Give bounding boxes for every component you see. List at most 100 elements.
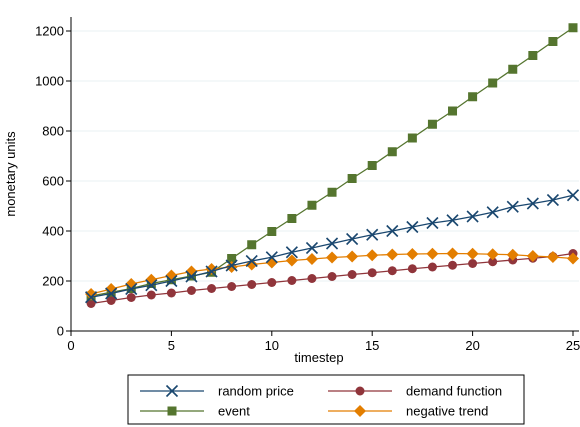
point-negative-trend-23: [526, 250, 539, 262]
point-negative-trend-22: [506, 248, 519, 261]
x-tick-label-15: 15: [365, 338, 379, 353]
point-event-21: [488, 78, 498, 88]
point-random-price-22: [506, 200, 519, 213]
point-negative-trend-24: [546, 251, 559, 263]
point-random-price-18: [426, 216, 439, 230]
y-tick-label-600: 600: [42, 174, 64, 189]
legend-marker-random-price: [165, 384, 179, 398]
point-negative-trend-13: [326, 251, 339, 264]
point-event-24: [548, 37, 558, 46]
point-negative-trend-25: [567, 252, 579, 265]
point-demand-function-12: [307, 274, 317, 283]
point-random-price-4: [145, 279, 158, 292]
point-event-20: [468, 92, 478, 102]
legend-label-demand-function: demand function: [406, 384, 502, 399]
point-random-price-11: [285, 246, 298, 259]
point-random-price-8: [225, 259, 238, 272]
point-negative-trend-21: [486, 248, 499, 261]
x-tick-label-0: 0: [67, 338, 74, 353]
point-event-10: [267, 227, 277, 236]
point-demand-function-13: [327, 272, 337, 281]
y-tick-label-800: 800: [42, 124, 64, 139]
legend-item-random-price: random price: [140, 384, 294, 399]
point-negative-trend-8: [225, 261, 238, 273]
x-tick-label-20: 20: [465, 338, 479, 353]
point-random-price-23: [526, 197, 539, 210]
legend-marker-event: [167, 406, 177, 416]
x-axis-title: timestep: [294, 350, 343, 365]
legend-item-negative-trend: negative trend: [328, 404, 488, 419]
y-axis-title: monetary units: [3, 131, 18, 217]
y-tick-label-0: 0: [57, 324, 64, 339]
point-random-price-19: [446, 214, 459, 227]
point-random-price-16: [386, 224, 399, 238]
point-negative-trend-12: [305, 253, 318, 265]
y-tick-label-200: 200: [42, 274, 64, 289]
point-event-11: [287, 214, 297, 223]
point-negative-trend-16: [386, 248, 399, 261]
point-random-price-25: [566, 189, 580, 202]
point-demand-function-2: [106, 296, 116, 305]
axes-layer: 0 200 400 600 800 1000 1200 0 5 10 15 20 25 timestep m…: [3, 17, 580, 365]
point-demand-function-16: [387, 266, 397, 276]
point-demand-function-3: [126, 293, 136, 302]
legend-marker-negative-trend: [354, 405, 366, 417]
point-negative-trend-15: [366, 249, 379, 262]
point-demand-function-19: [448, 260, 458, 270]
point-demand-function-4: [146, 290, 156, 300]
point-random-price-10: [265, 251, 278, 264]
point-random-price-21: [486, 206, 499, 219]
point-negative-trend-18: [426, 247, 439, 260]
point-event-23: [528, 51, 538, 60]
point-demand-function-9: [247, 280, 257, 289]
point-event-9: [247, 240, 257, 250]
point-event-18: [427, 119, 437, 129]
point-negative-trend-11: [285, 254, 298, 267]
point-demand-function-5: [166, 288, 176, 298]
x-tick-label-25: 25: [566, 338, 580, 353]
point-random-price-14: [346, 232, 359, 246]
y-tick-label-400: 400: [42, 224, 64, 239]
point-negative-trend-19: [446, 247, 459, 260]
point-random-price-15: [366, 228, 379, 241]
legend: random price demand function event negative…: [127, 374, 525, 425]
point-random-price-2: [105, 287, 118, 300]
point-random-price-7: [205, 265, 218, 278]
point-random-price-1: [85, 291, 98, 304]
point-random-price-3: [125, 282, 138, 296]
point-event-14: [347, 174, 357, 183]
point-random-price-24: [546, 193, 559, 207]
point-random-price-6: [185, 270, 198, 283]
point-event-25: [568, 23, 578, 33]
point-negative-trend-2: [105, 283, 118, 295]
point-demand-function-21: [488, 257, 498, 267]
point-demand-function-14: [347, 270, 357, 279]
legend-label-event: event: [218, 404, 250, 419]
x-tick-label-10: 10: [265, 338, 279, 353]
point-random-price-9: [245, 254, 258, 268]
point-random-price-17: [406, 220, 419, 234]
legend-label-negative-trend: negative trend: [406, 404, 488, 419]
point-event-16: [387, 147, 397, 157]
point-event-17: [407, 133, 417, 143]
legend-item-event: event: [140, 404, 250, 419]
series-negative-trend: [85, 247, 579, 300]
point-negative-trend-20: [466, 247, 479, 260]
legend-box: [127, 374, 525, 425]
point-demand-function-18: [427, 262, 437, 272]
point-demand-function-20: [468, 259, 478, 268]
point-event-22: [508, 64, 518, 74]
point-demand-function-7: [207, 284, 217, 293]
point-demand-function-8: [227, 282, 237, 291]
legend-item-demand-function: demand function: [328, 384, 502, 399]
y-tick-label-1000: 1000: [35, 74, 64, 89]
point-event-12: [307, 200, 317, 210]
point-demand-function-1: [86, 299, 96, 308]
point-random-price-5: [165, 274, 178, 288]
point-event-8: [227, 254, 237, 263]
point-demand-function-10: [267, 278, 277, 287]
point-random-price-12: [305, 241, 319, 255]
x-tick-label-5: 5: [168, 338, 175, 353]
legend-marker-demand-function: [355, 386, 365, 396]
